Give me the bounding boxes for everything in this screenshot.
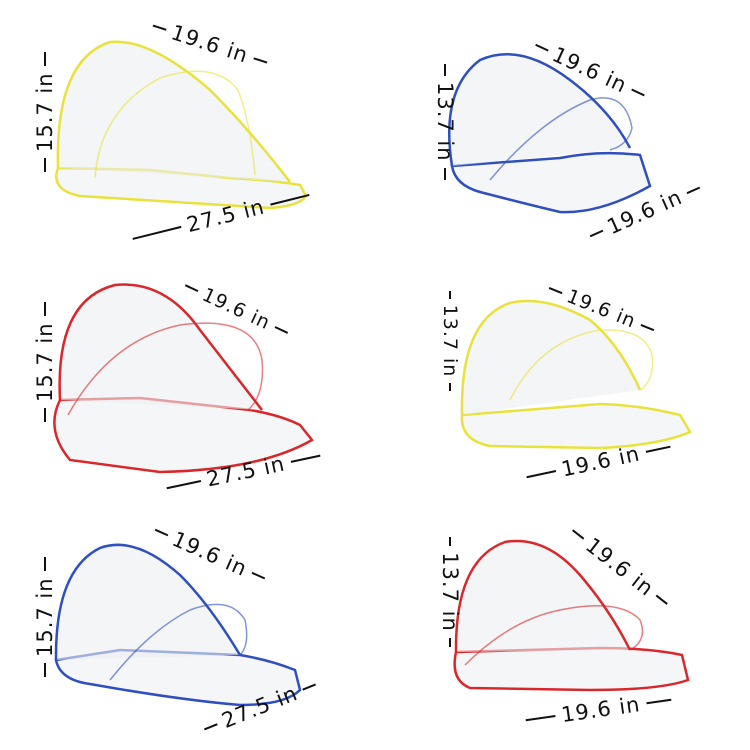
tent-blue-small [448, 53, 652, 214]
height-value: 15.7 in [33, 322, 57, 402]
height-label: 13.7 in [438, 537, 462, 647]
tent-dome-frame [58, 283, 263, 411]
height-value: 15.7 in [33, 72, 57, 152]
tent-red-small [453, 539, 690, 692]
tent-dome-frame [448, 53, 632, 167]
tent-yellow-large [55, 40, 308, 210]
height-value: 13.7 in [433, 82, 457, 162]
height-value: 13.7 in [438, 552, 462, 632]
height-value: 15.7 in [33, 577, 57, 657]
height-label: 15.7 in [33, 42, 57, 172]
tent-dome-frame [464, 605, 644, 666]
tent-base [54, 648, 302, 707]
tent-dome-frame [67, 322, 264, 416]
height-value: 13.7 in [439, 304, 461, 378]
tent-base [53, 396, 314, 474]
tent-dome-frame [460, 299, 642, 416]
tent-yellow-small [460, 299, 692, 450]
tent-blue-large [54, 543, 302, 707]
tent-dome-frame [109, 603, 248, 681]
tent-base [453, 646, 690, 692]
tent-dome-frame [489, 97, 633, 181]
tent-dome-frame [509, 329, 654, 401]
height-label: 13.7 in [433, 64, 457, 184]
height-label: 15.7 in [33, 282, 57, 422]
tent-base [450, 151, 652, 214]
tent-dome-frame [54, 543, 242, 661]
tent-dome-frame [454, 539, 632, 653]
height-label: 13.7 in [439, 291, 461, 391]
height-label: 15.7 in [33, 537, 57, 677]
tent-dome-frame [94, 70, 256, 179]
tent-red-large [53, 283, 314, 474]
tent-base [460, 402, 692, 450]
